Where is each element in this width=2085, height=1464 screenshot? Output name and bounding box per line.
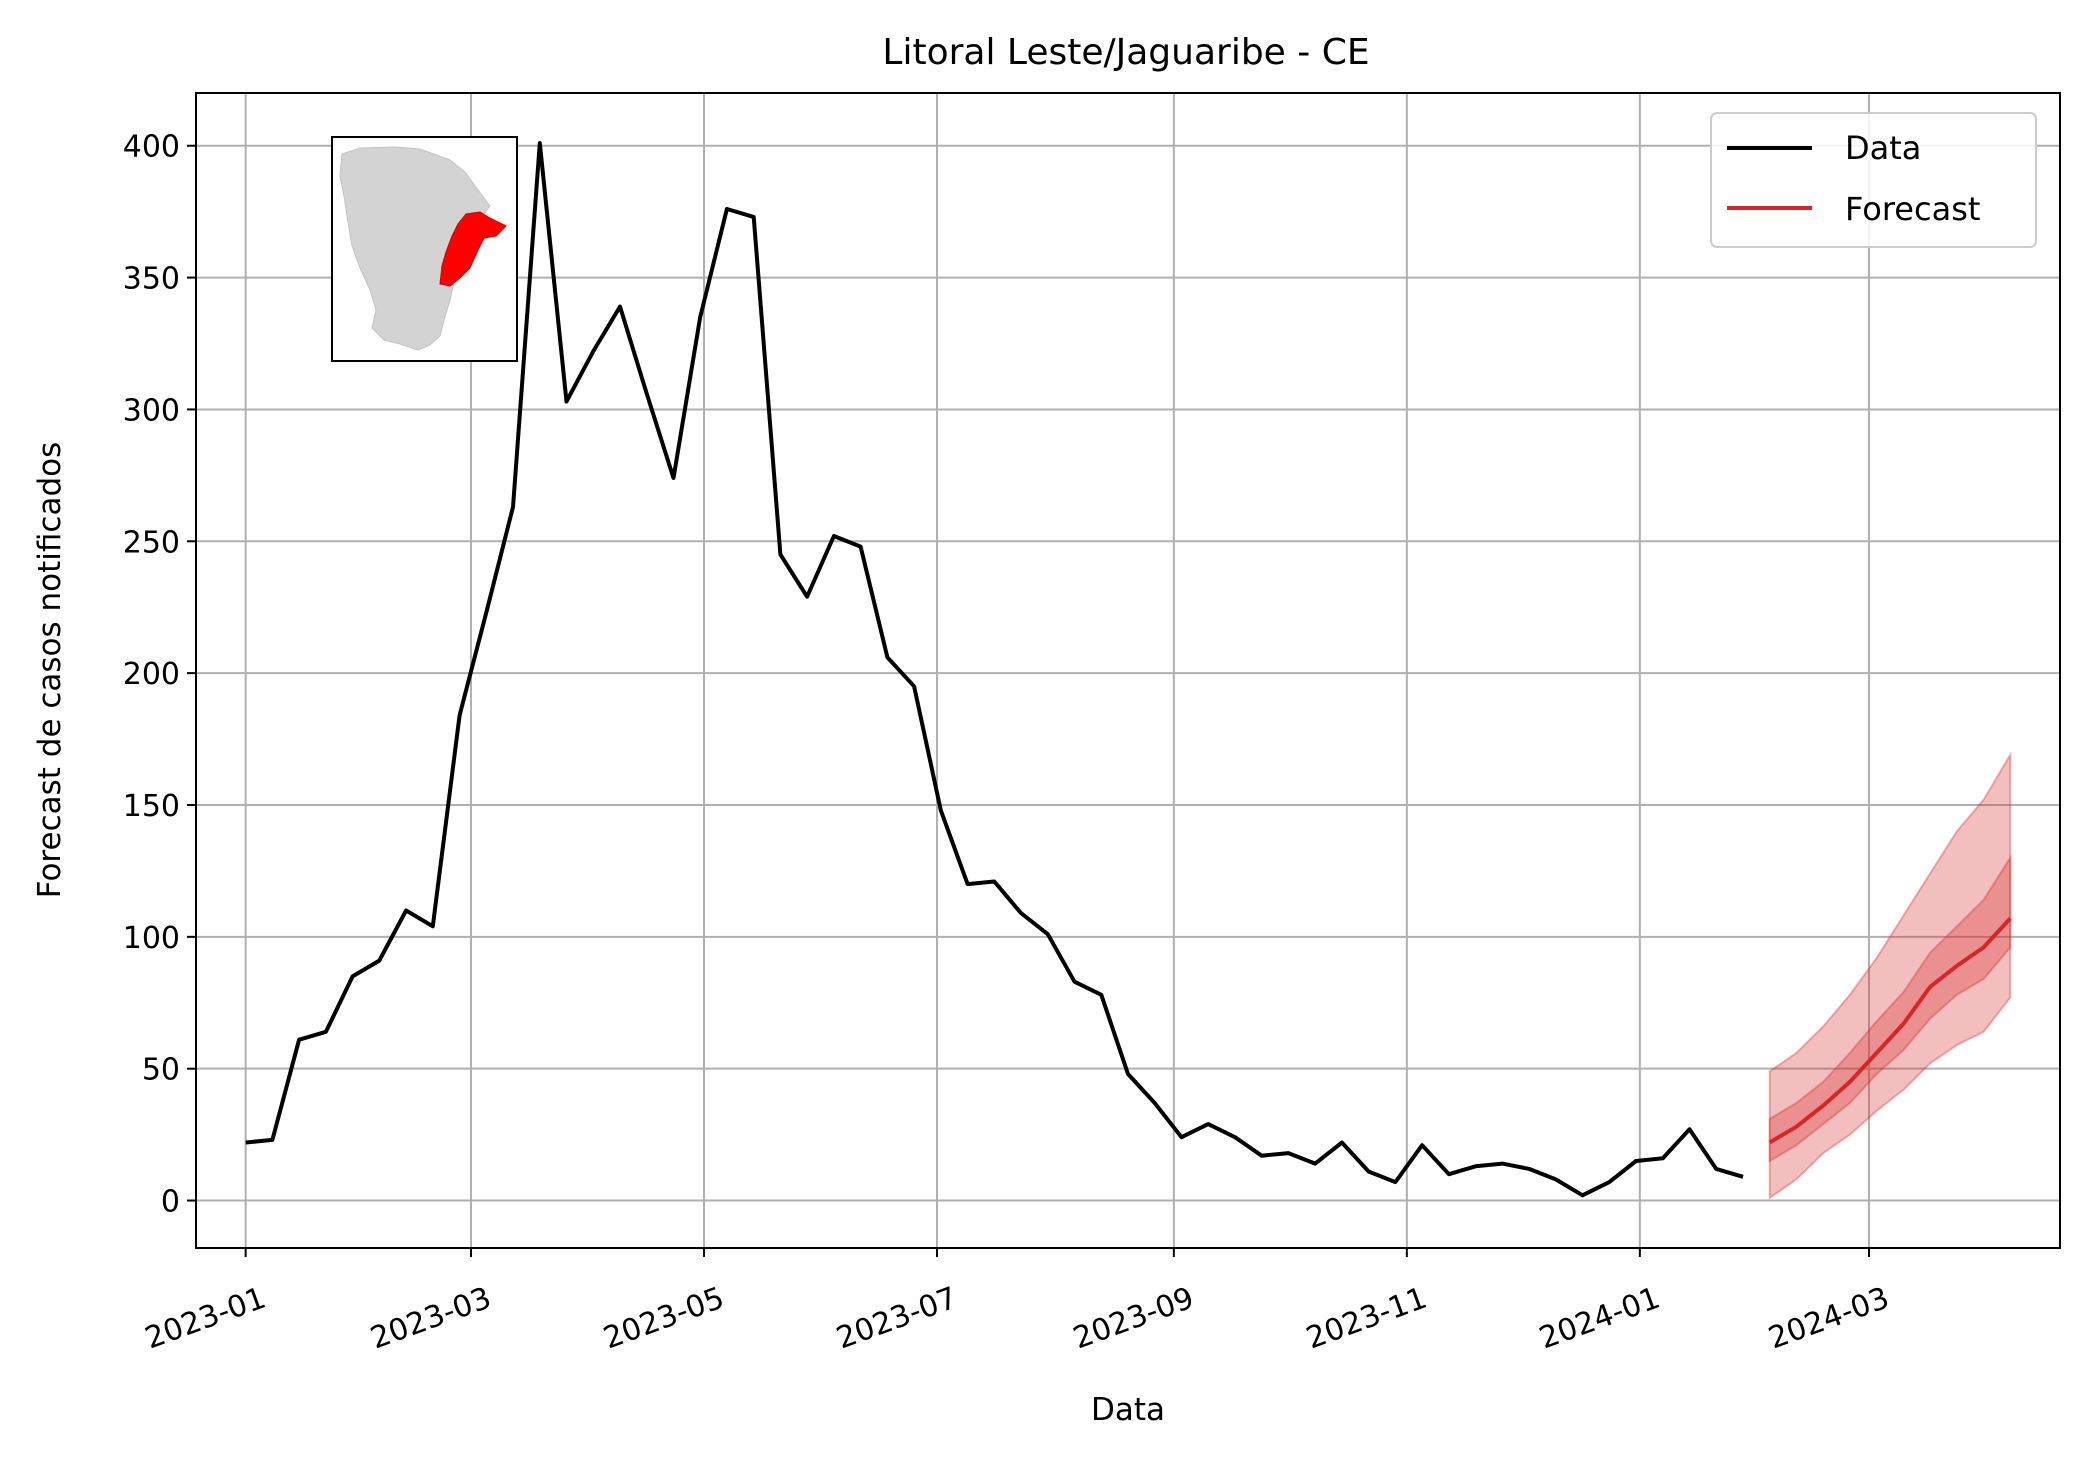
y-tick-label: 100 [123, 921, 180, 956]
inset-map [331, 136, 518, 362]
forecast-series-line [1768, 917, 2012, 1145]
chart-title: Litoral Leste/Jaguaribe - CE [882, 32, 1369, 73]
data-series-line [245, 141, 1744, 1198]
x-axis-label: Data [1091, 1392, 1165, 1428]
y-tick-label: 50 [142, 1053, 180, 1088]
forecast-band-inner [1768, 854, 2012, 1163]
y-tick-label: 300 [123, 393, 180, 428]
state-outline-shape [339, 146, 491, 351]
legend-label-forecast: Forecast [1845, 190, 1980, 228]
y-tick-label: 350 [123, 262, 180, 297]
y-axis-label: Forecast de casos notificados [32, 442, 68, 899]
legend: Data Forecast [1710, 112, 2037, 248]
y-tick-label: 0 [161, 1185, 180, 1220]
y-tick-label: 200 [123, 657, 180, 692]
y-tick-label: 250 [123, 525, 180, 560]
series-layer [245, 141, 2012, 1198]
legend-label-data: Data [1845, 129, 1921, 167]
axes-frame [195, 92, 2061, 1249]
forecast-band-layer [1768, 751, 2012, 1200]
highlighted-region-shape [439, 211, 507, 287]
y-tick-label: 400 [123, 130, 180, 165]
forecast-band-outer [1768, 751, 2012, 1200]
y-tick-label: 150 [123, 789, 180, 824]
